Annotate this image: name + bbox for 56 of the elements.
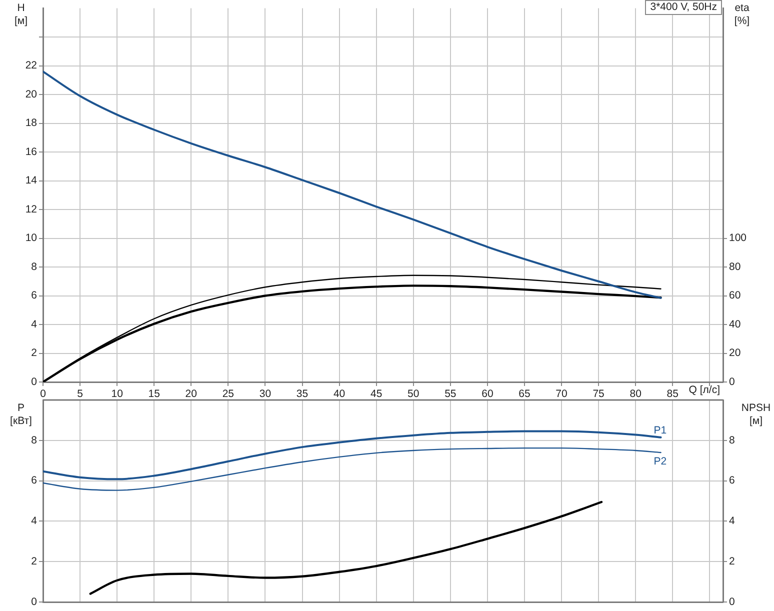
x-tick-label: 20 <box>185 388 198 400</box>
x-tick-label: 80 <box>630 388 642 400</box>
x-tick-label: 75 <box>592 388 605 400</box>
chart-title: 3*400 V, 50Hz <box>645 0 722 15</box>
x-tick-label: 45 <box>370 388 382 400</box>
y-tick-label: 6 <box>31 290 38 302</box>
y-tick-label: 0 <box>31 376 38 388</box>
x-tick-label: 25 <box>222 388 234 400</box>
y2-axis-title: NPSH [м] <box>741 402 771 428</box>
series-label: P1 <box>654 424 667 436</box>
x-axis-title: Q [л/с] <box>688 384 720 397</box>
y-tick-label: 4 <box>31 318 38 330</box>
y2-tick-label: 4 <box>729 515 735 528</box>
x-tick-label: 60 <box>482 388 494 400</box>
y-tick-label: 2 <box>31 347 38 360</box>
x-tick-label: 55 <box>444 388 456 400</box>
y2-tick-label: 80 <box>729 260 741 273</box>
x-tick-label: 70 <box>556 388 568 400</box>
series-label: P2 <box>654 455 667 468</box>
y2-tick-label: 100 <box>729 232 747 244</box>
y2-tick-label: 40 <box>729 318 741 330</box>
x-tick-label: 0 <box>40 388 46 400</box>
x-tick-label: 50 <box>408 388 420 400</box>
y-axis-title: H [м] <box>14 2 28 28</box>
x-tick-label: 15 <box>148 388 160 400</box>
y-tick-label: 22 <box>25 60 38 72</box>
y-tick-label: 0 <box>31 596 38 608</box>
y-tick-label: 16 <box>25 146 38 158</box>
x-tick-label: 65 <box>518 388 530 400</box>
x-tick-label: 5 <box>77 388 84 400</box>
x-tick-label: 10 <box>111 388 124 400</box>
y-tick-label: 6 <box>31 474 38 487</box>
y-tick-label: 14 <box>25 174 38 187</box>
y-tick-label: 8 <box>31 434 38 446</box>
x-tick-label: 35 <box>296 388 308 400</box>
y-tick-label: 4 <box>31 515 38 528</box>
y2-axis-title: eta [%] <box>734 2 750 28</box>
y2-tick-label: 0 <box>729 596 735 608</box>
line-series <box>43 70 662 299</box>
y-tick-label: 20 <box>25 88 38 100</box>
y-tick-label: 18 <box>25 117 38 130</box>
y2-tick-label: 20 <box>729 347 741 360</box>
y-tick-label: 2 <box>31 555 38 568</box>
y-tick-label: 12 <box>25 203 38 216</box>
x-tick-label: 40 <box>333 388 346 400</box>
y2-tick-label: 0 <box>729 376 735 388</box>
x-tick-label: 30 <box>259 388 272 400</box>
x-tick-label: 85 <box>666 388 679 400</box>
y2-tick-label: 2 <box>729 555 735 568</box>
y-tick-label: 10 <box>25 232 38 244</box>
y2-tick-label: 8 <box>729 434 735 446</box>
y-tick-label: 8 <box>31 260 38 273</box>
y2-tick-label: 60 <box>729 290 741 302</box>
y2-tick-label: 6 <box>729 474 735 487</box>
line-series <box>89 500 603 595</box>
y-axis-title: P [кВт] <box>10 402 32 428</box>
